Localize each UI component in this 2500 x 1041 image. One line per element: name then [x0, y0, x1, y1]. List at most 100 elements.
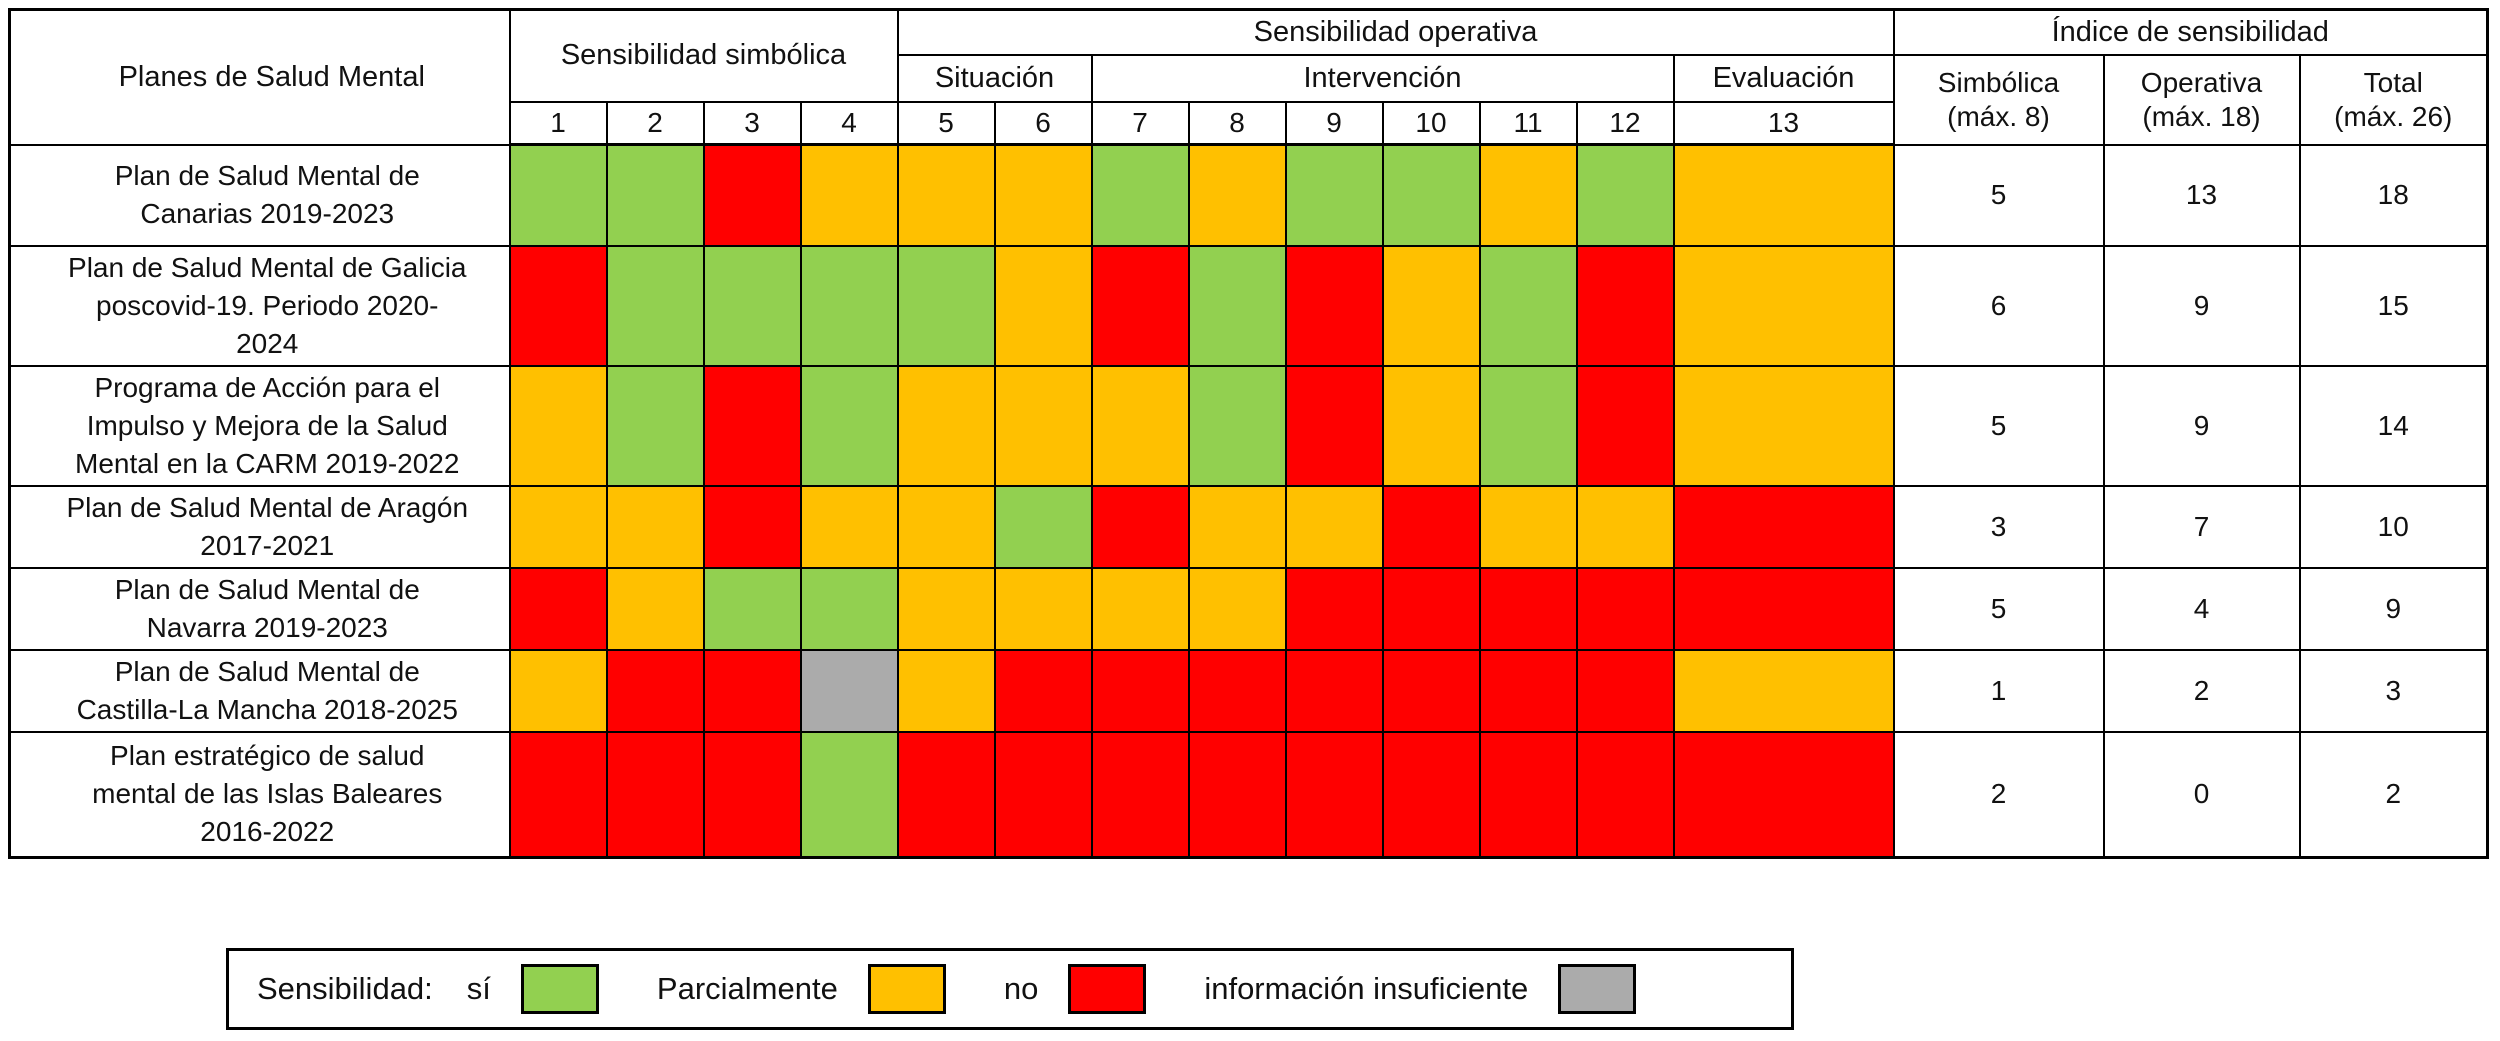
legend-label: sí: [466, 971, 491, 1006]
criterion-number: 11: [1478, 100, 1578, 146]
legend-item: sí: [467, 964, 599, 1014]
score-simbolica: 1: [1892, 648, 2105, 733]
legend-swatch-no: [1068, 964, 1147, 1014]
legend-swatch-si: [520, 964, 599, 1014]
legend-label: no: [1003, 971, 1039, 1006]
sensitivity-cell-no: [1284, 730, 1384, 859]
sensitivity-cell-no: [1575, 730, 1675, 859]
score-operativa: 9: [2102, 244, 2301, 367]
sensitivity-cell-no: [1284, 648, 1384, 733]
table-row: Plan estratégico de salud mental de las …: [8, 730, 2489, 859]
sensitivity-cell-no: [993, 730, 1093, 859]
criterion-number: 4: [799, 100, 899, 146]
sensitivity-cell-si: [702, 244, 802, 367]
criterion-number: 5: [896, 100, 996, 146]
sensitivity-cell-no: [1187, 730, 1287, 859]
sensitivity-cell-parcialmente: [993, 364, 1093, 487]
plan-name: Plan de Salud Mental de Galicia poscovid…: [8, 244, 511, 367]
plan-name: Plan estratégico de salud mental de las …: [8, 730, 511, 859]
planes-header: Planes de Salud Mental: [8, 8, 511, 146]
criteria-numbers-row: 1 2 3 4 5 6 7 8 9 10 11 12 13: [10, 100, 2488, 146]
sensitivity-cell-parcialmente: [1284, 484, 1384, 569]
table-row: Plan de Salud Mental de Navarra 2019-202…: [8, 566, 2489, 651]
table-row: Plan de Salud Mental de Castilla-La Manc…: [8, 648, 2489, 733]
plan-name: Plan de Salud Mental de Navarra 2019-202…: [8, 566, 511, 651]
score-operativa: 4: [2102, 566, 2301, 651]
criterion-number: 6: [993, 100, 1093, 146]
sensitivity-cell-parcialmente: [1381, 244, 1481, 367]
sensitivity-cell-si: [799, 244, 899, 367]
legend-label: Parcialmente: [656, 971, 838, 1006]
criterion-number: 10: [1381, 100, 1481, 146]
sensitivity-cell-no: [1090, 244, 1190, 367]
sensitivity-cell-no: [702, 484, 802, 569]
score-simbolica: 5: [1892, 143, 2105, 247]
sensitivity-cell-no: [1381, 484, 1481, 569]
score-operativa: 0: [2102, 730, 2301, 859]
score-simbolica: 6: [1892, 244, 2105, 367]
sensitivity-cell-parcialmente: [799, 484, 899, 569]
score-total: 10: [2298, 484, 2489, 569]
sensitivity-cell-si: [1381, 143, 1481, 247]
sensitivity-cell-no: [1575, 244, 1675, 367]
sensitivity-cell-no: [1672, 566, 1895, 651]
score-simbolica: 3: [1892, 484, 2105, 569]
sensitivity-cell-parcialmente: [993, 244, 1093, 367]
legend-item: información insuficiente: [1204, 964, 1637, 1014]
sensitivity-cell-no: [1381, 730, 1481, 859]
criterion-number: 13: [1672, 100, 1895, 146]
sensitivity-cell-no: [1478, 566, 1578, 651]
sensitivity-cell-si: [1478, 364, 1578, 487]
sensitivity-cell-si: [1478, 244, 1578, 367]
sensitivity-cell-si: [1575, 143, 1675, 247]
criterion-number: 2: [605, 100, 705, 146]
legend: Sensibilidad: sí Parcialmente no informació…: [226, 948, 1794, 1030]
sensitivity-cell-si: [702, 566, 802, 651]
table-row: Plan de Salud Mental de Aragón 2017-2021…: [8, 484, 2489, 569]
score-operativa: 9: [2102, 364, 2301, 487]
score-total: 9: [2298, 566, 2489, 651]
table-row: Plan de Salud Mental de Galicia poscovid…: [8, 244, 2489, 367]
sensitivity-cell-parcialmente: [993, 143, 1093, 247]
sensitivity-cell-no: [1284, 244, 1384, 367]
subgroup-evaluacion: Evaluación: [1672, 53, 1895, 103]
sensitivity-cell-insuficiente: [799, 648, 899, 733]
sensitivity-cell-no: [1284, 566, 1384, 651]
score-simbolica: 5: [1892, 566, 2105, 651]
sensitivity-cell-parcialmente: [1187, 484, 1287, 569]
sensitivity-cell-no: [1478, 730, 1578, 859]
sensitivity-table: Planes de Salud Mental Sensibilidad simb…: [8, 8, 2489, 859]
sensitivity-cell-si: [896, 244, 996, 367]
sensitivity-cell-no: [993, 648, 1093, 733]
index-header-total: Total (máx. 26): [2298, 53, 2489, 146]
sensitivity-cell-parcialmente: [896, 566, 996, 651]
sensitivity-cell-no: [1090, 648, 1190, 733]
sensitivity-cell-si: [1187, 364, 1287, 487]
sensitivity-cell-parcialmente: [799, 143, 899, 247]
sensitivity-cell-no: [1090, 730, 1190, 859]
sensitivity-cell-parcialmente: [1187, 143, 1287, 247]
sensitivity-cell-parcialmente: [896, 484, 996, 569]
criterion-number: 8: [1187, 100, 1287, 146]
legend-item: Parcialmente: [657, 964, 946, 1014]
sensitivity-cell-parcialmente: [1090, 566, 1190, 651]
criterion-number: 7: [1090, 100, 1190, 146]
sensitivity-cell-si: [605, 244, 705, 367]
sensitivity-cell-no: [508, 730, 608, 859]
criterion-number: 3: [702, 100, 802, 146]
sensitivity-cell-no: [1187, 648, 1287, 733]
sensitivity-cell-si: [1187, 244, 1287, 367]
sensitivity-cell-parcialmente: [605, 484, 705, 569]
sensitivity-cell-parcialmente: [1672, 364, 1895, 487]
sensitivity-cell-si: [799, 566, 899, 651]
sensitivity-cell-no: [702, 648, 802, 733]
legend-item: no: [1003, 964, 1147, 1014]
score-total: 15: [2298, 244, 2489, 367]
score-total: 2: [2298, 730, 2489, 859]
table-header: Planes de Salud Mental Sensibilidad simb…: [8, 8, 2489, 146]
plan-name: Plan de Salud Mental de Canarias 2019-20…: [8, 143, 511, 247]
index-header-simbolica: Simbólica (máx. 8): [1892, 53, 2105, 146]
score-total: 3: [2298, 648, 2489, 733]
sensitivity-cell-parcialmente: [1672, 648, 1895, 733]
sensitivity-cell-no: [896, 730, 996, 859]
